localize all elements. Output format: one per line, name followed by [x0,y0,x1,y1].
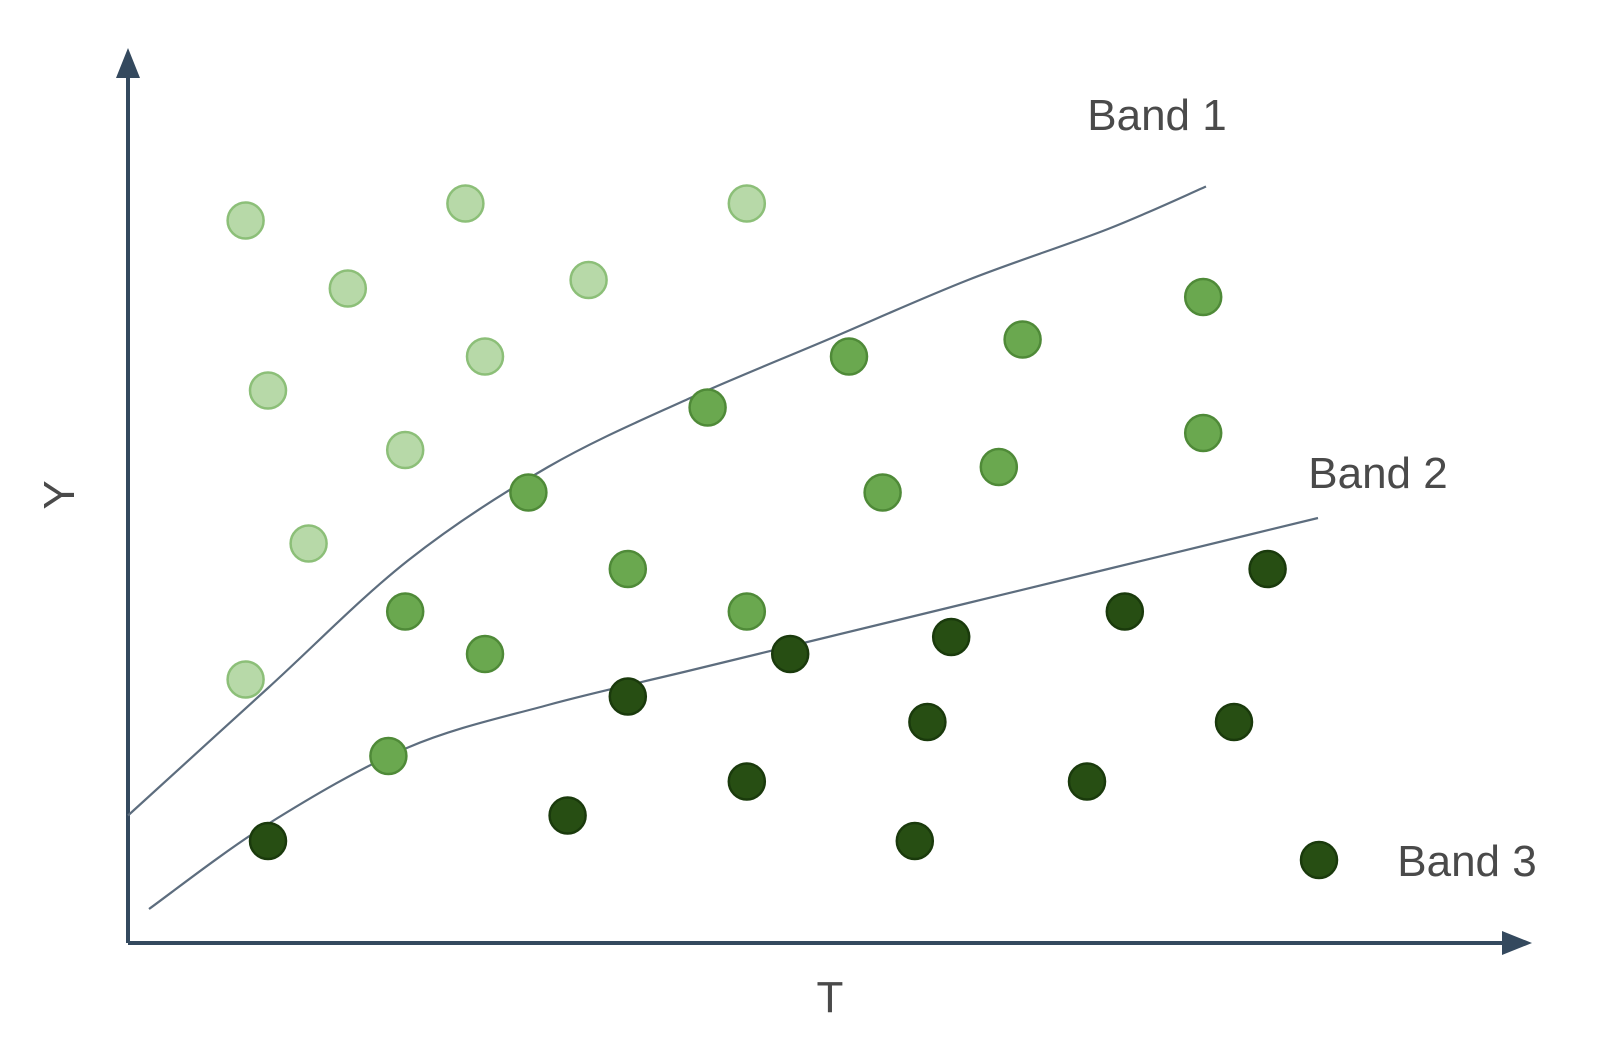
point-band-3-8 [1067,762,1107,801]
point-band-2-4 [509,473,548,512]
point-band-3-5 [908,702,947,742]
point-band-2-8 [608,549,648,589]
point-band-1-1 [446,184,485,223]
point-band-3-2 [931,617,971,657]
curves [127,185,1319,910]
point-band-2-7 [1183,413,1223,453]
point-band-1-6 [465,337,505,376]
curve-band-2 [148,516,1319,910]
point-band-3-10 [895,821,935,861]
point-band-2-12 [369,736,408,776]
point-band-1-9 [226,660,265,699]
x-axis-label: T [817,973,844,1022]
labels: T Y Band 1 Band 2 Band 3 [35,91,1537,1022]
curve-label-band-1: Band 1 [1087,91,1226,140]
point-band-3-6 [1214,702,1254,742]
point-band-2-9 [727,592,767,631]
y-axis-label: Y [35,480,84,509]
point-band-2-1 [1003,320,1042,359]
point-band-3-4 [608,677,648,716]
point-band-3-3 [770,634,810,674]
axes [116,48,1532,955]
point-band-3-7 [727,762,767,801]
point-band-2-11 [465,634,505,674]
point-band-2-10 [385,592,425,631]
point-band-1-8 [289,524,328,563]
legend-label-band-3: Band 3 [1397,837,1536,886]
point-band-1-2 [727,184,767,223]
point-band-3-0 [1248,549,1287,589]
point-band-3-9 [548,796,587,835]
point-band-2-5 [863,473,902,512]
point-band-1-7 [385,430,425,470]
point-band-3-11 [248,821,288,861]
y-axis-arrow [116,48,140,78]
point-band-2-2 [1183,277,1223,317]
point-band-3-1 [1105,592,1145,631]
points [226,184,1287,861]
curve-band-1 [127,185,1207,817]
point-band-1-5 [248,371,288,410]
legend-marker-band-3 [1299,840,1339,880]
x-axis-arrow [1502,931,1532,955]
point-band-1-0 [226,201,265,240]
point-band-2-0 [829,337,869,376]
point-band-1-3 [328,269,368,308]
curve-label-band-2: Band 2 [1308,449,1447,498]
point-band-2-3 [688,388,727,427]
point-band-1-4 [569,260,608,300]
point-band-2-6 [979,447,1019,487]
